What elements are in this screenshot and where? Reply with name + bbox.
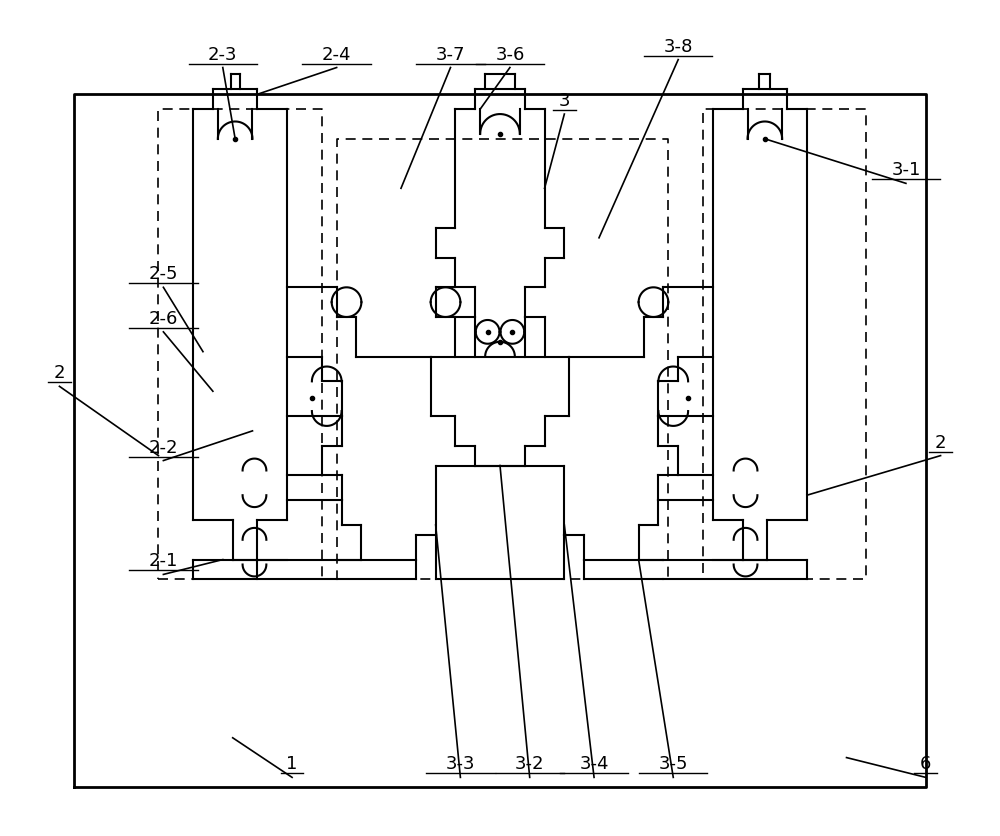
Text: 3-3: 3-3 (446, 755, 475, 772)
Text: 2-3: 2-3 (208, 45, 238, 64)
Text: 6: 6 (920, 755, 931, 772)
Text: 2-2: 2-2 (149, 438, 178, 456)
Text: 2: 2 (935, 433, 946, 451)
Text: 3: 3 (559, 92, 570, 110)
Text: 3-4: 3-4 (579, 755, 609, 772)
Text: 2-5: 2-5 (149, 265, 178, 283)
Text: 3-7: 3-7 (436, 45, 465, 64)
Text: 3-6: 3-6 (495, 45, 525, 64)
Text: 2-1: 2-1 (149, 552, 178, 570)
Text: 3-2: 3-2 (515, 755, 544, 772)
Text: 3-1: 3-1 (891, 161, 921, 179)
Text: 3-5: 3-5 (659, 755, 688, 772)
Text: 3-8: 3-8 (664, 38, 693, 55)
Text: 1: 1 (286, 755, 298, 772)
Text: 2-4: 2-4 (322, 45, 351, 64)
Text: 2: 2 (54, 364, 65, 382)
Text: 2-6: 2-6 (149, 309, 178, 328)
